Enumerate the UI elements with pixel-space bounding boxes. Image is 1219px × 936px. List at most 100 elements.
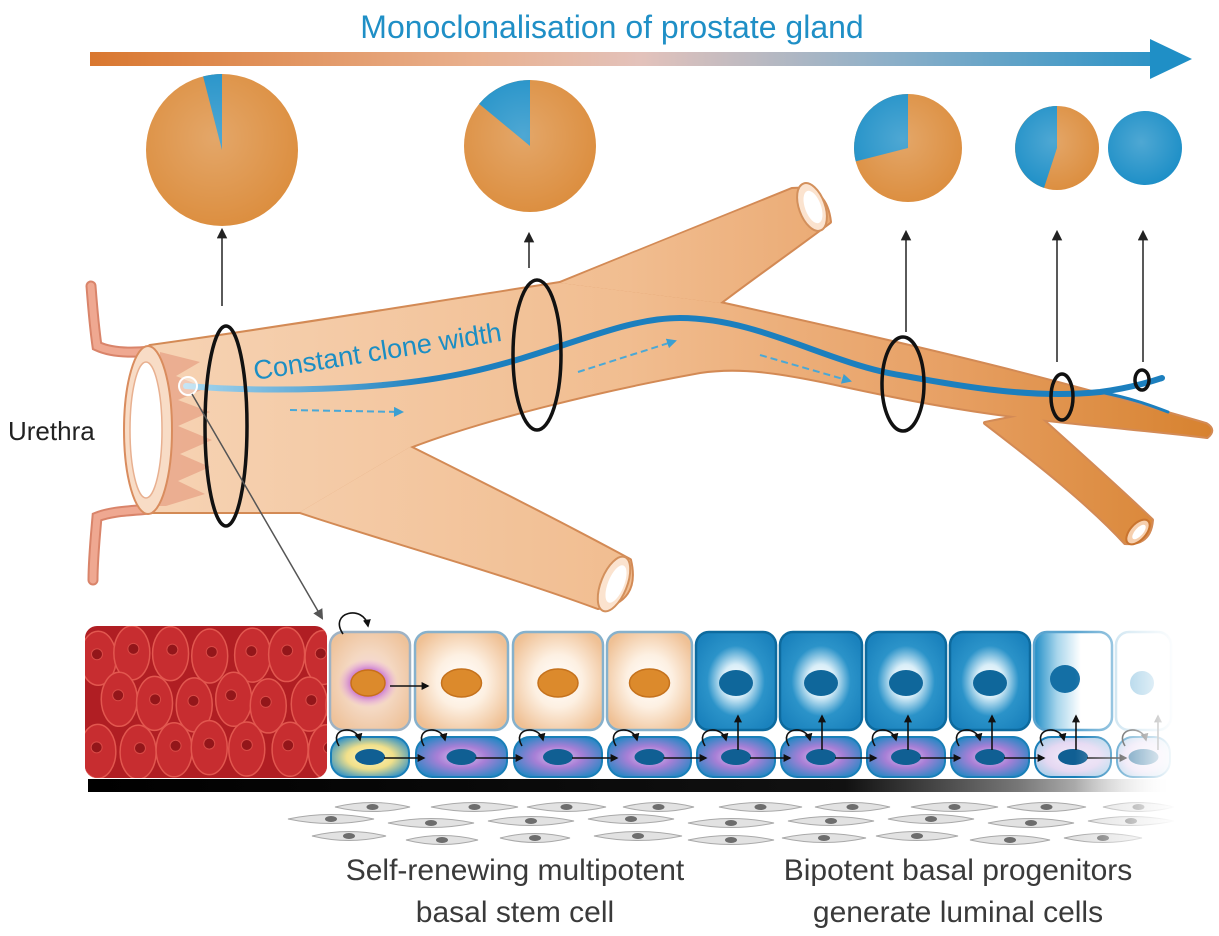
epithelium-detail <box>85 612 1177 850</box>
stromal-cell-nucleus <box>468 804 481 810</box>
stromal-cell-nucleus <box>366 804 379 810</box>
stromal-cell-nucleus <box>652 804 665 810</box>
stromal-cell-nucleus <box>1040 804 1053 810</box>
red-cell <box>100 671 138 728</box>
basal-progenitor-cell <box>607 736 692 778</box>
urethra-wall-top <box>87 282 154 356</box>
pie-highlight <box>1108 111 1182 185</box>
basal-progenitor-cell <box>513 736 603 778</box>
dashed-flow-arrow <box>289 406 404 417</box>
red-cell-nucleus <box>127 642 140 655</box>
self-renewal-arrow <box>420 729 448 747</box>
luminal-cell <box>864 630 948 732</box>
stromal-cell-nucleus <box>725 837 737 843</box>
stromal-cell-nucleus <box>1004 837 1016 843</box>
monoclonalisation-progress-arrow <box>90 39 1192 79</box>
pie-chart <box>1015 106 1099 190</box>
red-cell <box>190 719 228 776</box>
nucleus <box>804 670 838 696</box>
clone-fraction-pies <box>146 74 1182 226</box>
clone-line <box>183 314 1165 397</box>
stromal-cell-nucleus <box>625 816 637 822</box>
cross-section-ring <box>203 324 249 528</box>
stem-cell-caption-line1: Self-renewing multipotent <box>346 854 685 887</box>
red-cell-nucleus <box>245 645 258 658</box>
diagram-title: Monoclonalisation of prostate gland <box>360 9 863 45</box>
nucleus <box>1050 665 1080 693</box>
fade-overlay <box>1075 624 1177 850</box>
self-renewal-arrow <box>518 729 546 747</box>
pie-chart <box>464 79 596 212</box>
pie-chart <box>1108 111 1182 185</box>
nucleus <box>537 668 579 698</box>
red-cell <box>155 722 193 778</box>
stromal-cell-nucleus <box>818 835 830 841</box>
nucleus <box>975 749 1005 765</box>
duct-lumen <box>803 190 823 224</box>
basal-stem-cell <box>330 736 410 778</box>
red-cell-nucleus <box>323 741 327 754</box>
red-cell <box>304 629 327 686</box>
clone-line-branch <box>1098 390 1170 414</box>
stromal-cell-nucleus <box>436 837 448 843</box>
stromal-cell-nucleus <box>325 816 337 822</box>
stromal-cell-nucleus <box>525 818 537 824</box>
progenitor-caption-line1: Bipotent basal progenitors <box>784 854 1133 887</box>
stem-cell-origin-marker <box>178 376 198 396</box>
red-cell <box>214 671 253 728</box>
pie-highlight <box>146 74 298 226</box>
basal-progenitor-cell <box>780 736 862 778</box>
nucleus <box>973 670 1007 696</box>
dashed-flow-arrow <box>759 354 852 384</box>
stromal-cell-nucleus <box>754 804 767 810</box>
red-cell-nucleus <box>112 689 125 702</box>
dashed-flow-arrow <box>577 338 677 373</box>
basal-cell-layer <box>330 736 1171 778</box>
basal-progenitor-cell <box>866 736 946 778</box>
section-to-pie-arrows <box>216 227 1149 362</box>
duct-end-upper <box>796 182 828 232</box>
red-cell-nucleus <box>149 693 162 706</box>
stromal-cell-nucleus <box>846 804 859 810</box>
self-renewal-arrow <box>955 729 983 747</box>
luminal-cell <box>694 630 778 732</box>
red-cell <box>135 675 174 732</box>
nucleus <box>355 749 385 765</box>
stromal-cell-nucleus <box>529 835 541 841</box>
clone-flow-arrows <box>289 338 852 417</box>
nucleus <box>719 670 753 696</box>
duct-lumen <box>605 565 627 603</box>
luminal-stem-cell <box>328 630 412 732</box>
self-renewal-arrow <box>701 729 729 747</box>
prostate-duct <box>123 182 1214 613</box>
progress-arrow-shaft <box>90 52 1155 66</box>
duct-end-lower-left <box>596 555 632 613</box>
red-cell <box>228 721 266 777</box>
luminal-cell-layer <box>328 630 1173 732</box>
nucleus <box>806 749 836 765</box>
urethra-label: Urethra <box>8 416 95 446</box>
stromal-cell-nucleus <box>425 820 437 826</box>
red-cell <box>307 723 327 778</box>
cross-section-ring <box>1049 372 1075 422</box>
nucleus <box>721 749 751 765</box>
stromal-cell-nucleus <box>948 804 961 810</box>
stromal-cell-nucleus <box>1025 820 1037 826</box>
stromal-cell-nucleus <box>825 818 837 824</box>
progress-arrow-head <box>1150 39 1192 79</box>
nucleus <box>350 669 386 697</box>
basal-progenitor-cell <box>415 736 508 778</box>
basal-progenitor-cell <box>950 736 1030 778</box>
red-cell-nucleus <box>314 647 327 660</box>
duct-lower-right-branch <box>985 413 1152 544</box>
pie-highlight <box>854 94 962 202</box>
duct-epithelial-lining <box>158 352 212 506</box>
red-cell <box>325 677 327 733</box>
urethra-wall-bottom <box>89 505 154 584</box>
stromal-cell-nucleus <box>343 833 355 839</box>
red-cell <box>151 626 190 682</box>
red-cell-nucleus <box>169 739 182 752</box>
stromal-cells <box>287 802 1175 845</box>
nucleus <box>891 749 921 765</box>
red-cell-nucleus <box>187 694 200 707</box>
